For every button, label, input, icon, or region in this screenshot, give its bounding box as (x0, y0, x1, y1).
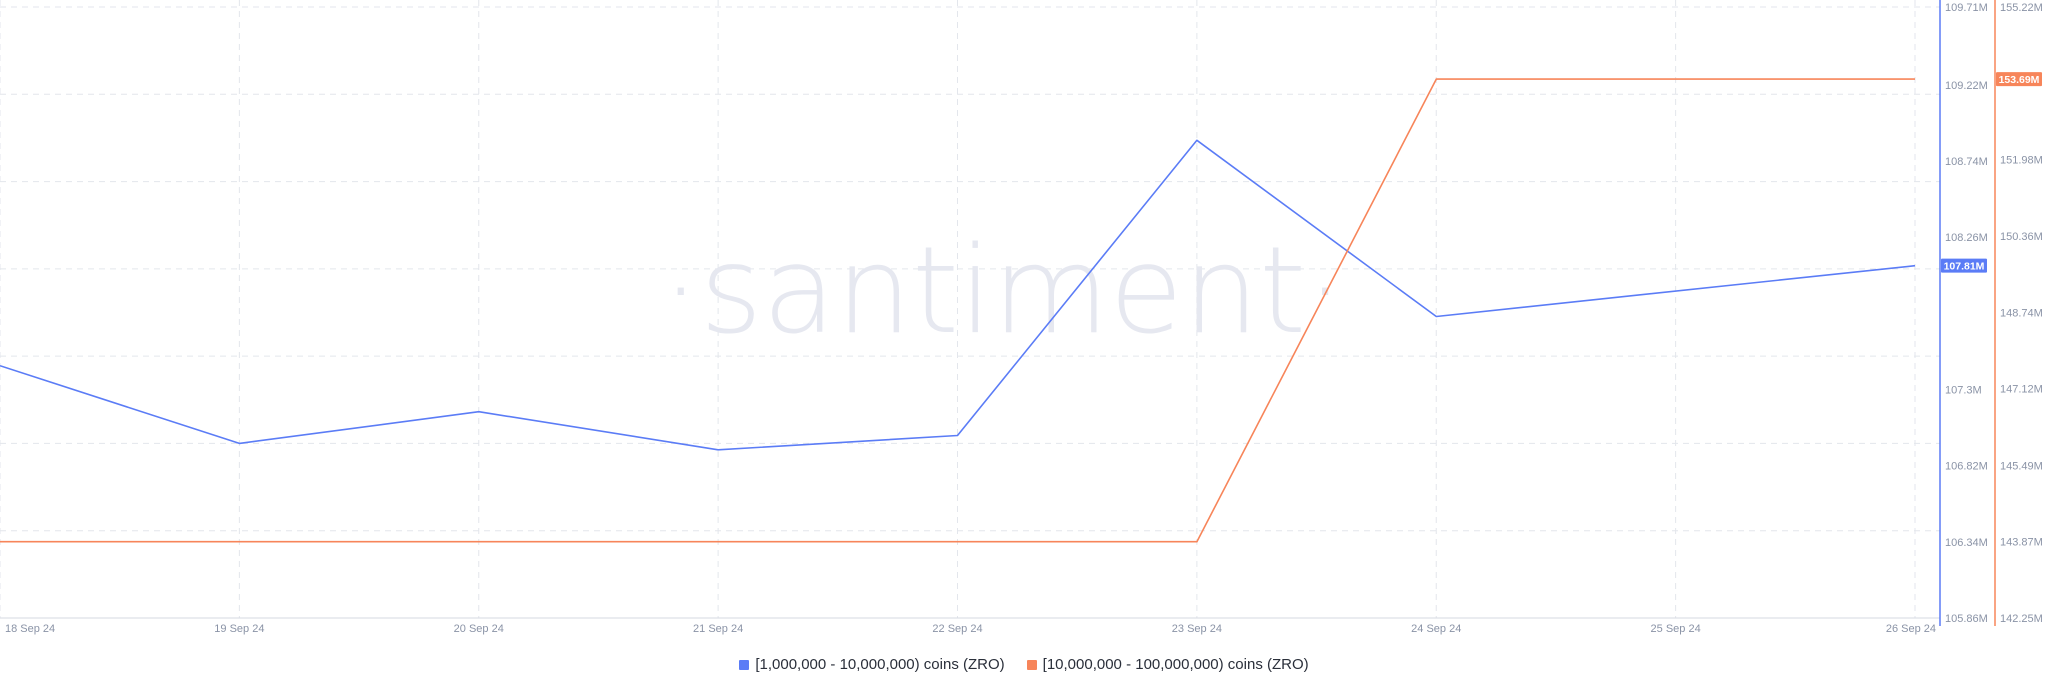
y-right-tick-label: 147.12M (2000, 384, 2043, 396)
last-value-badge-bg (1996, 72, 2042, 87)
legend: [1,000,000 - 10,000,000) coins (ZRO) [10… (0, 656, 2048, 673)
y-left-tick-label: 109.22M (1945, 80, 1988, 92)
last-value-badge-text: 153.69M (1999, 74, 2040, 86)
y-right-tick-label: 148.74M (2000, 307, 2043, 319)
y-left-tick-label: 105.86M (1945, 613, 1988, 625)
last-value-badge-1: 107.81M (1941, 258, 1987, 273)
x-tick-label: 21 Sep 24 (693, 623, 743, 635)
x-tick-label: 18 Sep 24 (5, 623, 55, 635)
y-left-tick-label: 107.3M (1945, 384, 1982, 396)
x-tick-label: 26 Sep 24 (1886, 623, 1936, 635)
y-right-tick-label: 142.25M (2000, 613, 2043, 625)
y-left-tick-label: 109.71M (1945, 2, 1988, 14)
legend-item-series-2[interactable]: [10,000,000 - 100,000,000) coins (ZRO) (1026, 656, 1309, 673)
y-left-tick-label: 108.26M (1945, 232, 1988, 244)
axes: 18 Sep 24 19 Sep 24 20 Sep 24 21 Sep 24 22 S… (0, 0, 2043, 635)
watermark-text: ·santiment· (662, 222, 1345, 361)
series (0, 78, 1916, 543)
legend-swatch-series-2 (1026, 659, 1037, 670)
legend-item-series-1[interactable]: [1,000,000 - 10,000,000) coins (ZRO) (739, 656, 1005, 673)
value-labels: 107.81M 153.69M (1941, 72, 2042, 273)
x-tick-label: 22 Sep 24 (932, 623, 982, 635)
legend-label-series-2: [10,000,000 - 100,000,000) coins (ZRO) (1042, 656, 1309, 673)
legend-swatch-series-1 (739, 659, 750, 670)
y-right-tick-label: 151.98M (2000, 155, 2043, 167)
x-tick-label: 24 Sep 24 (1411, 623, 1461, 635)
y-right-tick-label: 143.87M (2000, 537, 2043, 549)
x-tick-label: 23 Sep 24 (1172, 623, 1222, 635)
last-value-badge-bg (1941, 258, 1987, 273)
series-line-2 (0, 78, 1915, 543)
x-tick-label: 20 Sep 24 (454, 623, 504, 635)
y-right-tick-label: 155.22M (2000, 2, 2043, 14)
y-left-tick-label: 108.74M (1945, 156, 1988, 168)
y-left-tick-label: 106.34M (1945, 537, 1988, 549)
last-value-badge-text: 107.81M (1944, 261, 1985, 273)
y-left-tick-label: 106.82M (1945, 461, 1988, 473)
x-tick-label: 25 Sep 24 (1651, 623, 1701, 635)
legend-label-series-1: [1,000,000 - 10,000,000) coins (ZRO) (755, 656, 1005, 673)
x-tick-label: 19 Sep 24 (214, 623, 264, 635)
last-value-badge-2: 153.69M (1996, 72, 2042, 87)
y-right-tick-label: 150.36M (2000, 231, 2043, 243)
series-line-1 (0, 139, 1916, 451)
y-right-tick-label: 145.49M (2000, 460, 2043, 472)
